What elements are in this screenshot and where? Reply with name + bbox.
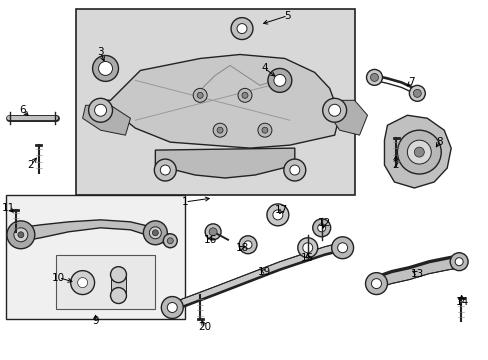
Circle shape bbox=[258, 123, 271, 137]
Circle shape bbox=[371, 279, 381, 289]
Circle shape bbox=[92, 55, 118, 81]
Polygon shape bbox=[374, 256, 460, 289]
Circle shape bbox=[397, 130, 440, 174]
Circle shape bbox=[78, 278, 87, 288]
Circle shape bbox=[161, 297, 183, 319]
Circle shape bbox=[365, 273, 386, 294]
Circle shape bbox=[209, 228, 217, 236]
Circle shape bbox=[238, 88, 251, 102]
Circle shape bbox=[71, 271, 94, 294]
Circle shape bbox=[143, 221, 167, 245]
Text: 12: 12 bbox=[317, 218, 331, 228]
Circle shape bbox=[413, 147, 424, 157]
Text: 17: 17 bbox=[275, 205, 288, 215]
Circle shape bbox=[110, 288, 126, 303]
Polygon shape bbox=[384, 115, 450, 188]
Circle shape bbox=[152, 230, 158, 236]
Circle shape bbox=[328, 104, 340, 116]
Text: 2: 2 bbox=[391, 160, 398, 170]
Circle shape bbox=[312, 219, 330, 237]
Circle shape bbox=[213, 123, 226, 137]
Polygon shape bbox=[82, 105, 130, 135]
Circle shape bbox=[272, 210, 282, 220]
Polygon shape bbox=[105, 54, 339, 148]
Circle shape bbox=[302, 243, 312, 253]
Circle shape bbox=[14, 228, 28, 242]
Circle shape bbox=[407, 140, 430, 164]
Circle shape bbox=[454, 258, 462, 266]
Circle shape bbox=[18, 232, 24, 238]
Text: 7: 7 bbox=[407, 77, 414, 87]
Circle shape bbox=[163, 234, 177, 248]
Text: 18: 18 bbox=[235, 243, 248, 253]
Text: 4: 4 bbox=[261, 63, 268, 73]
Bar bbox=[76, 9, 354, 195]
Text: 20: 20 bbox=[198, 323, 211, 332]
Circle shape bbox=[230, 18, 252, 40]
Circle shape bbox=[317, 224, 325, 232]
Bar bbox=[56, 255, 155, 310]
Text: 15: 15 bbox=[301, 253, 314, 263]
Circle shape bbox=[239, 236, 256, 254]
Bar bbox=[110, 275, 126, 297]
Circle shape bbox=[273, 75, 285, 86]
Circle shape bbox=[262, 127, 267, 133]
Circle shape bbox=[7, 221, 35, 249]
Circle shape bbox=[217, 127, 223, 133]
Circle shape bbox=[366, 69, 382, 85]
Circle shape bbox=[88, 98, 112, 122]
Polygon shape bbox=[19, 220, 170, 248]
Polygon shape bbox=[170, 242, 344, 311]
Circle shape bbox=[412, 89, 421, 97]
Circle shape bbox=[160, 165, 170, 175]
Circle shape bbox=[297, 238, 317, 258]
Polygon shape bbox=[155, 148, 294, 178]
Circle shape bbox=[110, 267, 126, 283]
Text: 5: 5 bbox=[284, 11, 290, 21]
Text: 19: 19 bbox=[258, 267, 271, 276]
Circle shape bbox=[167, 238, 173, 244]
Circle shape bbox=[154, 159, 176, 181]
Text: 13: 13 bbox=[410, 269, 423, 279]
Circle shape bbox=[244, 241, 251, 249]
Circle shape bbox=[322, 98, 346, 122]
Text: 2: 2 bbox=[27, 160, 34, 170]
Circle shape bbox=[237, 24, 246, 33]
Circle shape bbox=[267, 68, 291, 92]
Circle shape bbox=[205, 224, 221, 240]
Text: 8: 8 bbox=[435, 137, 442, 147]
Text: 1: 1 bbox=[182, 197, 188, 207]
Circle shape bbox=[99, 62, 112, 75]
Circle shape bbox=[449, 253, 467, 271]
Circle shape bbox=[266, 204, 288, 226]
Text: 9: 9 bbox=[92, 316, 99, 327]
Circle shape bbox=[193, 88, 207, 102]
Circle shape bbox=[197, 92, 203, 98]
Circle shape bbox=[289, 165, 299, 175]
Circle shape bbox=[370, 73, 378, 81]
Text: 10: 10 bbox=[52, 273, 65, 283]
Text: 3: 3 bbox=[97, 48, 103, 58]
Text: 11: 11 bbox=[2, 203, 16, 213]
Circle shape bbox=[94, 104, 106, 116]
Circle shape bbox=[242, 92, 247, 98]
Circle shape bbox=[408, 85, 425, 101]
Circle shape bbox=[167, 302, 177, 312]
Text: 16: 16 bbox=[203, 235, 216, 245]
Circle shape bbox=[283, 159, 305, 181]
Text: 6: 6 bbox=[20, 105, 26, 115]
Text: 14: 14 bbox=[455, 297, 468, 306]
Circle shape bbox=[331, 237, 353, 259]
Circle shape bbox=[337, 243, 347, 253]
Circle shape bbox=[149, 227, 161, 239]
Bar bbox=[6, 195, 185, 319]
Polygon shape bbox=[329, 100, 367, 135]
